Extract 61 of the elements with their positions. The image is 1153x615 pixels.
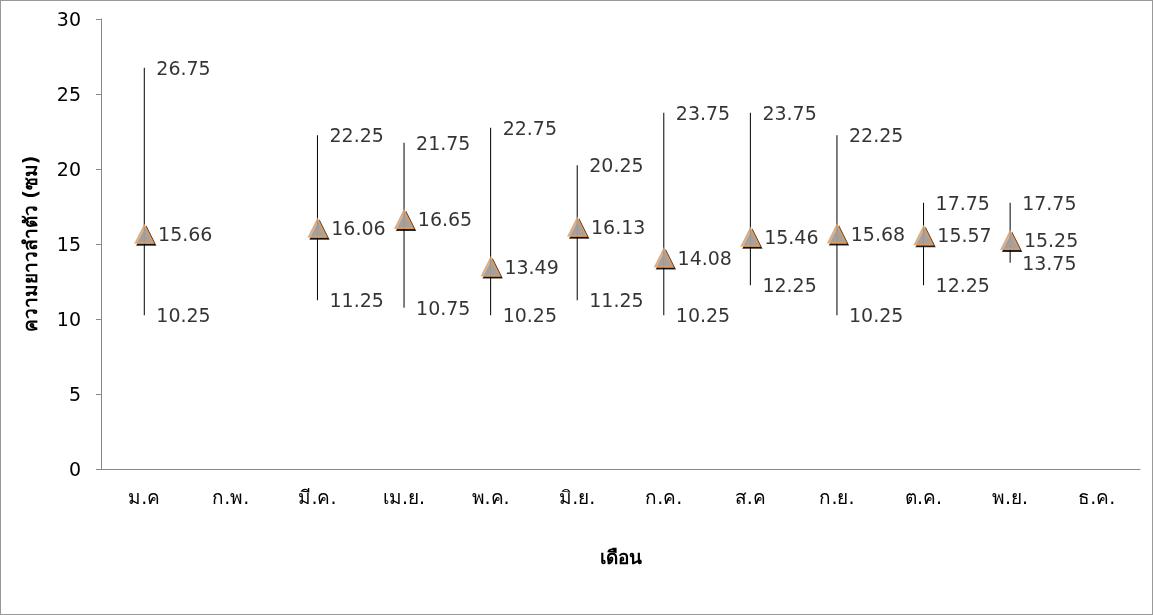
annotation: 10.25 (502, 304, 558, 327)
y-tick-label: 25 (56, 83, 81, 105)
x-axis-title: เดือน (599, 545, 642, 568)
point (740, 227, 761, 247)
annotation: 17.75 (935, 191, 990, 214)
x-tick-label: ธ.ค. (1078, 485, 1116, 508)
annotation: 10.25 (848, 304, 904, 327)
data-label: 13.49 (504, 255, 559, 278)
annotation: 22.25 (329, 124, 384, 147)
data-label: 16.65 (417, 208, 473, 231)
point (567, 217, 587, 237)
annotation: 13.75 (1022, 251, 1077, 274)
point (394, 209, 414, 229)
y-tick-label: 20 (56, 158, 81, 180)
x-tick-label: ก.พ. (212, 485, 250, 508)
y-tick-label: 10 (56, 308, 81, 330)
annotation: 17.75 (1022, 191, 1077, 214)
annotation: 26.75 (156, 56, 211, 79)
x-tick-label: ม.ค (128, 485, 161, 508)
annotation: 11.25 (589, 289, 644, 312)
annotation: 11.25 (329, 289, 384, 312)
annotation: 12.25 (762, 274, 817, 297)
annotation: 12.25 (935, 274, 990, 297)
annotation: 21.75 (416, 131, 471, 154)
annotation: 10.75 (416, 296, 471, 319)
data-label: 15.46 (764, 226, 819, 249)
x-tick-label: ก.ค. (645, 485, 683, 508)
data-label: 14.08 (677, 246, 732, 269)
x-tick-label: ส.ค (734, 485, 766, 508)
point (913, 225, 934, 246)
x-tick-label: ก.ย. (819, 485, 855, 508)
point (480, 256, 501, 277)
data-label: 15.57 (937, 224, 992, 247)
annotation: 23.75 (675, 101, 731, 124)
y-tick-label: 5 (68, 383, 81, 405)
y-axis-title: ความยาวลำตัว (ซม) (18, 155, 41, 333)
annotation: 10.25 (156, 304, 211, 327)
point (307, 218, 328, 238)
x-tick-label: เม.ย. (382, 485, 426, 508)
y-tick-label: 15 (56, 233, 81, 255)
x-tick-label: มิ.ย. (559, 485, 596, 508)
data-label: 15.25 (1023, 229, 1079, 252)
point (134, 224, 155, 244)
annotation: 20.25 (589, 154, 644, 177)
point (827, 224, 847, 244)
annotation: 22.25 (848, 124, 904, 147)
x-tick-label: พ.ค. (471, 485, 510, 508)
x-tick-label: ต.ค. (904, 485, 943, 508)
point (654, 248, 674, 268)
data-label: 15.66 (158, 223, 213, 246)
data-label: 15.68 (850, 222, 906, 245)
point (1000, 230, 1020, 250)
y-tick-label: 0 (68, 458, 81, 480)
annotation: 23.75 (762, 101, 817, 124)
annotation: 10.25 (675, 304, 731, 327)
data-label: 16.13 (590, 216, 646, 239)
x-tick-label: มี.ค. (298, 485, 337, 508)
y-tick-label: 30 (56, 8, 81, 30)
annotation: 22.75 (502, 116, 558, 139)
x-tick-label: พ.ย. (992, 485, 1029, 508)
data-label: 16.06 (331, 217, 386, 240)
